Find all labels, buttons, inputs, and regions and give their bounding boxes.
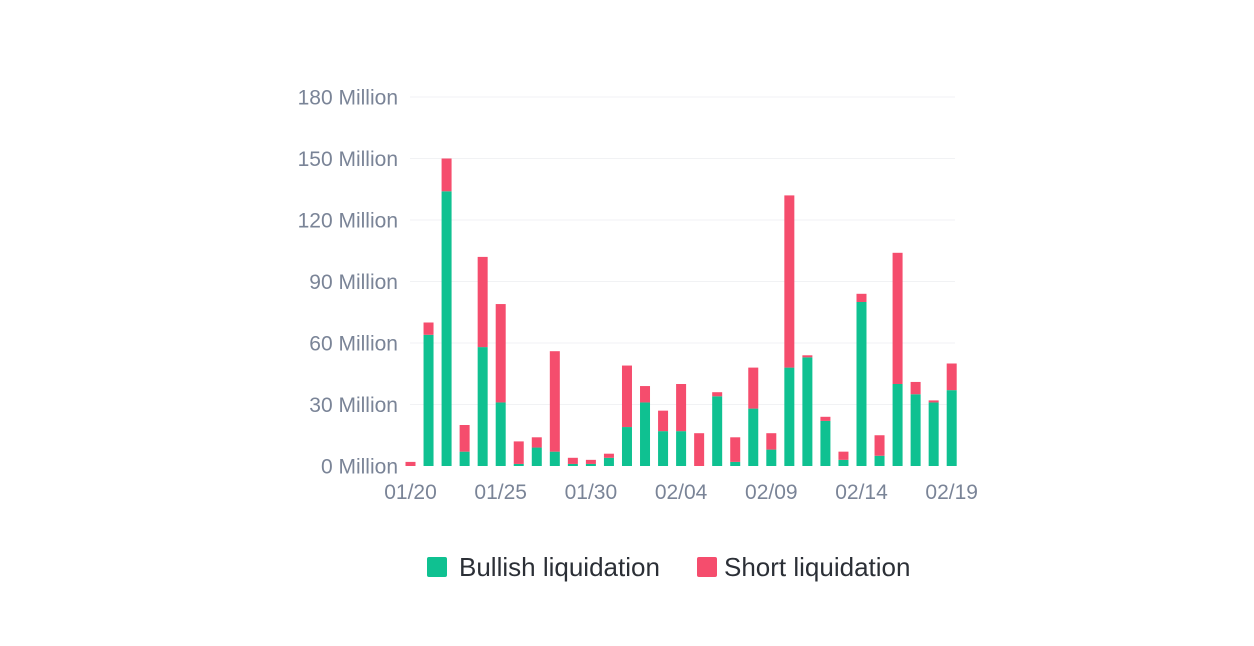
bar-short[interactable] (694, 433, 705, 466)
bar-bullish[interactable] (603, 457, 614, 466)
y-axis-ticks: 0 Million 30 Million 60 Million 90 Million 1… (298, 87, 398, 479)
bar-bullish[interactable] (910, 394, 921, 466)
bar-bullish[interactable] (513, 463, 524, 466)
legend-label-bullish: Bullish liquidation (459, 552, 660, 582)
x-tick-label: 02/14 (835, 481, 888, 504)
grid-lines (410, 96, 955, 405)
y-tick-label: 90 Million (309, 271, 398, 294)
bar-short[interactable] (459, 425, 470, 452)
bars (405, 158, 957, 467)
bar-bullish[interactable] (892, 384, 903, 466)
bar-short[interactable] (856, 293, 867, 302)
bar-bullish[interactable] (946, 390, 957, 466)
bar-bullish[interactable] (567, 463, 578, 466)
bar-bullish[interactable] (874, 455, 885, 466)
bar-bullish[interactable] (459, 451, 470, 466)
legend-item-bullish[interactable]: Bullish liquidation (427, 552, 660, 582)
bar-short[interactable] (730, 437, 741, 462)
bar-short[interactable] (766, 433, 777, 450)
bar-bullish[interactable] (423, 334, 434, 466)
bar-short[interactable] (874, 435, 885, 456)
bar-short[interactable] (676, 384, 687, 432)
bar-short[interactable] (567, 457, 578, 464)
x-tick-label: 01/30 (565, 481, 618, 504)
bar-short[interactable] (477, 256, 488, 348)
bar-bullish[interactable] (838, 459, 849, 466)
bar-bullish[interactable] (640, 402, 651, 466)
bar-short[interactable] (910, 381, 921, 395)
y-tick-label: 150 Million (298, 148, 398, 171)
y-tick-label: 30 Million (309, 394, 398, 417)
bar-bullish[interactable] (766, 449, 777, 466)
bar-bullish[interactable] (531, 447, 542, 466)
bar-short[interactable] (640, 386, 651, 403)
bar-bullish[interactable] (730, 461, 741, 466)
bar-short[interactable] (621, 365, 632, 428)
bar-short[interactable] (531, 437, 542, 448)
x-tick-label: 01/25 (474, 481, 527, 504)
bar-short[interactable] (495, 304, 506, 403)
bar-short[interactable] (549, 351, 560, 452)
x-axis-ticks: 01/20 01/25 01/30 02/04 02/09 02/14 02/19 (384, 481, 978, 504)
legend-item-short[interactable]: Short liquidation (697, 552, 910, 582)
bar-short[interactable] (928, 400, 939, 403)
bar-short[interactable] (603, 453, 614, 458)
bar-short[interactable] (513, 441, 524, 464)
bar-bullish[interactable] (585, 463, 596, 466)
x-tick-label: 02/09 (745, 481, 798, 504)
bar-short[interactable] (658, 410, 669, 432)
bar-bullish[interactable] (621, 427, 632, 466)
bar-bullish[interactable] (748, 408, 759, 466)
legend: Bullish liquidation Short liquidation (427, 552, 910, 582)
bar-short[interactable] (405, 461, 416, 466)
bar-short[interactable] (838, 451, 849, 460)
x-tick-label: 02/04 (655, 481, 708, 504)
bar-short[interactable] (423, 322, 434, 335)
y-tick-label: 0 Million (321, 456, 398, 479)
bar-bullish[interactable] (441, 191, 452, 467)
y-tick-label: 120 Million (298, 210, 398, 233)
bar-short[interactable] (802, 355, 813, 358)
legend-swatch-bullish (427, 557, 447, 577)
bar-short[interactable] (441, 158, 452, 192)
bar-bullish[interactable] (477, 347, 488, 466)
legend-swatch-short (697, 557, 717, 577)
bar-bullish[interactable] (928, 402, 939, 466)
y-tick-label: 60 Million (309, 333, 398, 356)
x-tick-label: 02/19 (925, 481, 978, 504)
y-tick-label: 180 Million (298, 87, 398, 110)
bar-bullish[interactable] (856, 302, 867, 466)
bar-bullish[interactable] (658, 431, 669, 466)
bar-short[interactable] (820, 416, 831, 421)
legend-label-short: Short liquidation (724, 552, 910, 582)
bar-short[interactable] (784, 195, 795, 368)
bar-bullish[interactable] (549, 451, 560, 466)
bar-short[interactable] (585, 459, 596, 464)
x-tick-label: 01/20 (384, 481, 437, 504)
bar-short[interactable] (946, 363, 957, 391)
bar-bullish[interactable] (712, 396, 723, 466)
bar-short[interactable] (892, 252, 903, 384)
bar-short[interactable] (712, 392, 723, 397)
bar-bullish[interactable] (784, 367, 795, 466)
bar-short[interactable] (748, 367, 759, 409)
bar-bullish[interactable] (676, 431, 687, 466)
bar-bullish[interactable] (802, 357, 813, 466)
bar-bullish[interactable] (495, 402, 506, 466)
bar-bullish[interactable] (820, 420, 831, 466)
